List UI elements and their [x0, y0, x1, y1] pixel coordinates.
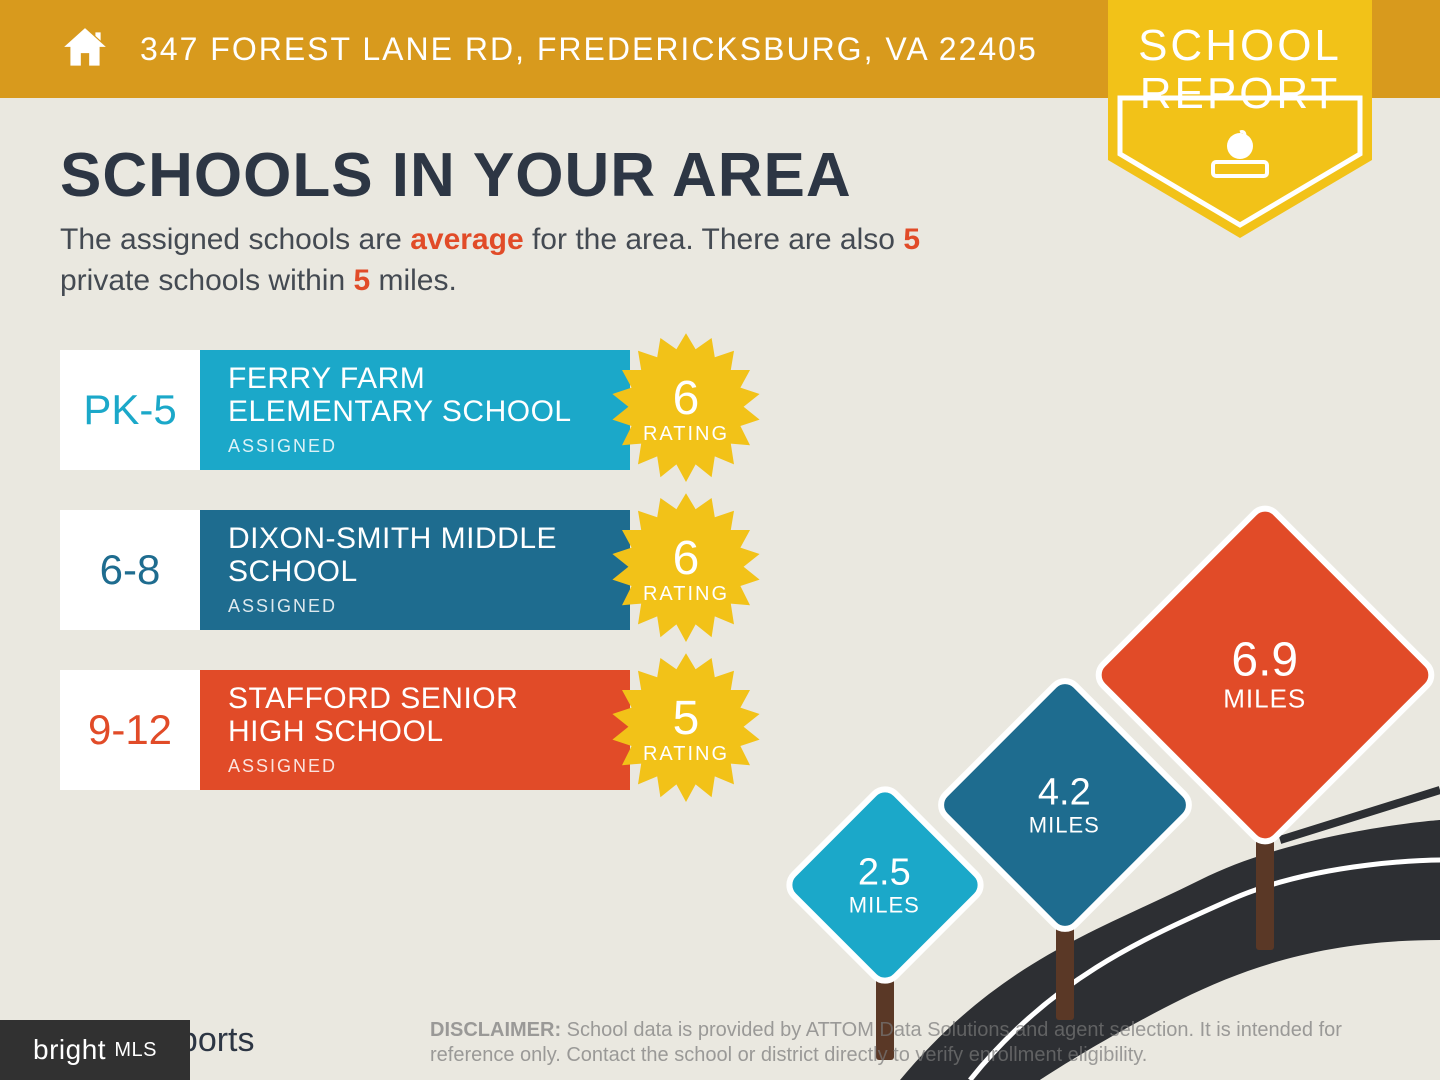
school-row: PK-5 FERRY FARM ELEMENTARY SCHOOL ASSIGN…: [60, 350, 630, 470]
school-row: 9-12 STAFFORD SENIOR HIGH SCHOOL ASSIGNE…: [60, 670, 630, 790]
grade-range: PK-5: [60, 350, 200, 470]
page-title: SCHOOLS IN YOUR AREA: [60, 140, 852, 211]
school-name: FERRY FARM ELEMENTARY SCHOOL: [228, 363, 602, 428]
school-status: ASSIGNED: [228, 436, 602, 457]
distance-sign: 6.9MILES: [1140, 550, 1390, 950]
school-bar: DIXON-SMITH MIDDLE SCHOOL ASSIGNED: [200, 510, 630, 630]
school-bar: STAFFORD SENIOR HIGH SCHOOL ASSIGNED: [200, 670, 630, 790]
badge-line2: REPORT: [1140, 69, 1341, 118]
apple-book-icon: [1100, 128, 1380, 188]
school-status: ASSIGNED: [228, 596, 602, 617]
grade-range: 6-8: [60, 510, 200, 630]
rating-burst: 5RATING: [606, 650, 766, 810]
home-icon: [60, 24, 110, 74]
school-row: 6-8 DIXON-SMITH MIDDLE SCHOOL ASSIGNED 6…: [60, 510, 630, 630]
school-bar: FERRY FARM ELEMENTARY SCHOOL ASSIGNED: [200, 350, 630, 470]
grade-range: 9-12: [60, 670, 200, 790]
address-text: 347 FOREST LANE RD, FREDERICKSBURG, VA 2…: [140, 31, 1038, 68]
distance-sign: 4.2MILES: [970, 710, 1160, 1020]
school-status: ASSIGNED: [228, 756, 602, 777]
road-illustration: 2.5MILES 4.2MILES 6.9MILES: [740, 580, 1440, 1080]
disclaimer-text: DISCLAIMER: School data is provided by A…: [430, 1018, 1430, 1068]
school-report-badge: SCHOOL REPORT: [1100, 0, 1380, 240]
road-icon: [740, 580, 1440, 1080]
rating-burst: 6RATING: [606, 490, 766, 650]
badge-line1: SCHOOL: [1138, 21, 1342, 70]
rating-burst: 6RATING: [606, 330, 766, 490]
subtitle: The assigned schools are average for the…: [60, 220, 960, 301]
watermark: bright MLS: [0, 1020, 190, 1080]
school-name: DIXON-SMITH MIDDLE SCHOOL: [228, 523, 602, 588]
school-name: STAFFORD SENIOR HIGH SCHOOL: [228, 683, 602, 748]
